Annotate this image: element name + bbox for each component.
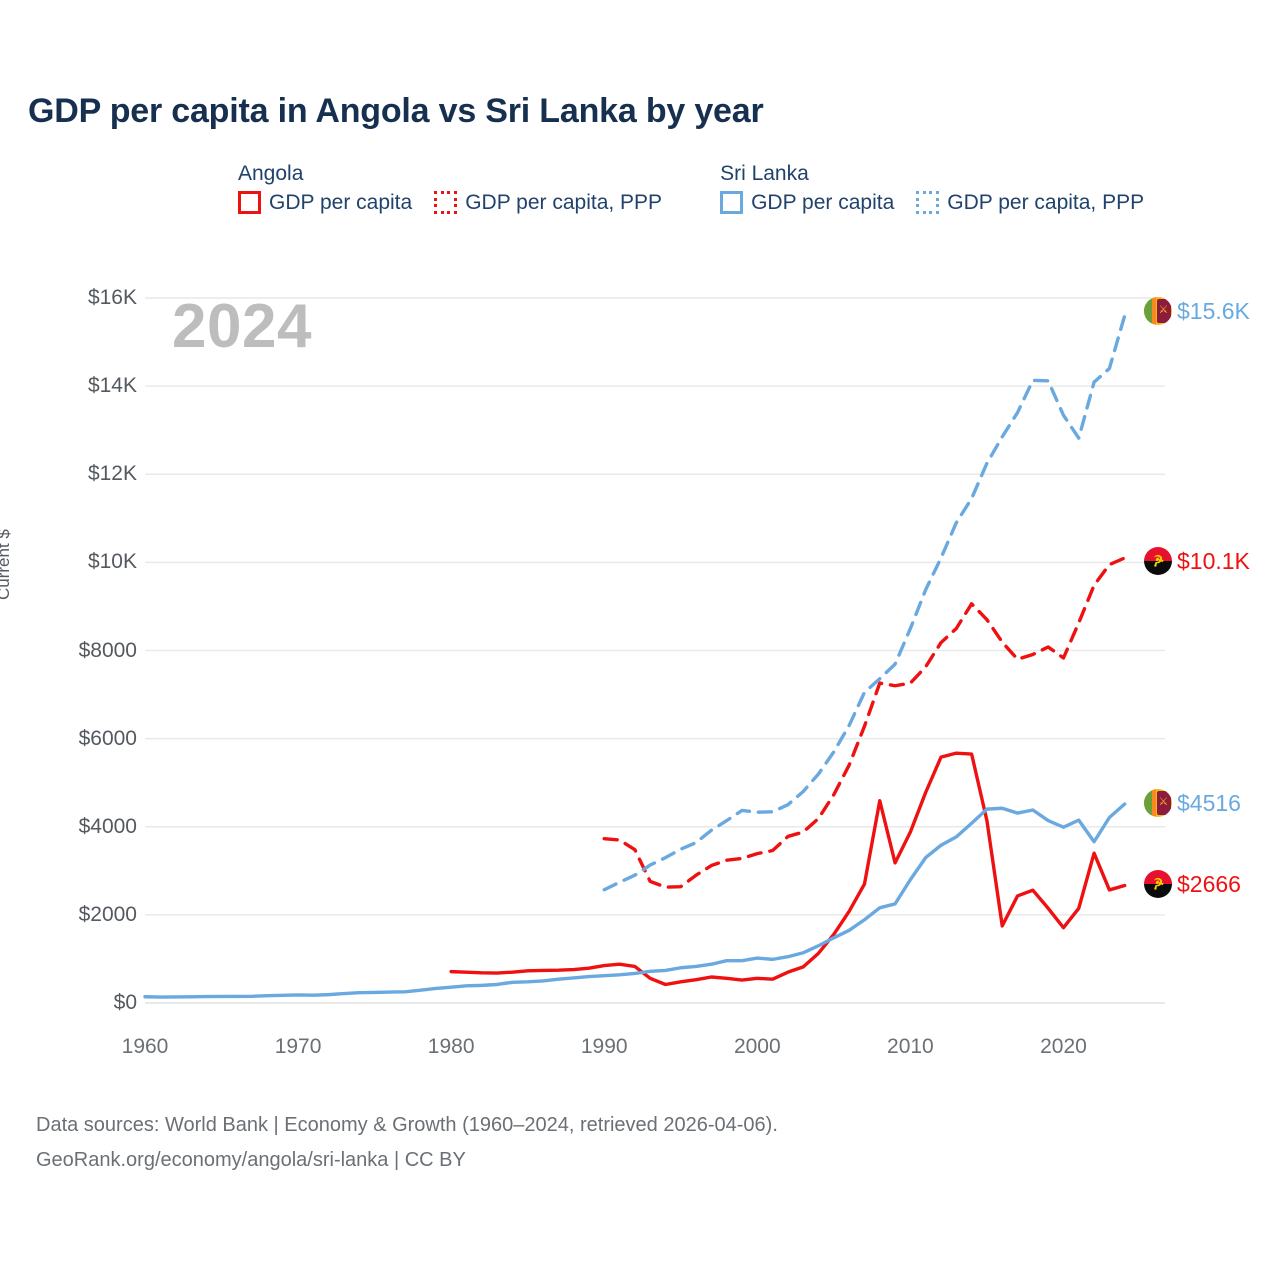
legend-item-sri-lanka-ppp[interactable]: GDP per capita, PPP [916, 191, 1144, 214]
legend-item-angola-ppp[interactable]: GDP per capita, PPP [434, 191, 662, 214]
x-tick-label: 1960 [121, 1035, 169, 1058]
legend-swatch-dotted-icon [434, 191, 458, 214]
sri-lanka-flag-icon: ⚔ [1144, 297, 1172, 325]
sri-lanka-lion-icon: ⚔ [1158, 796, 1169, 809]
sri-lanka-flag-band-g [1144, 789, 1152, 817]
x-tick-label: 2000 [733, 1035, 781, 1058]
end-label-value: $15.6K [1177, 297, 1250, 324]
legend-label-angola-ppp: GDP per capita, PPP [465, 191, 663, 214]
sri-lanka-flag-panel [1156, 791, 1171, 815]
sri-lanka-flag-panel [1156, 299, 1171, 323]
legend-label-angola-gdp: GDP per capita [269, 191, 413, 214]
sri-lanka-flag-icon: ⚔ [1144, 789, 1172, 817]
y-tick-label: $8000 [78, 638, 137, 662]
angola-emblem-icon: ☭ [1149, 873, 1167, 894]
angola-flag-icon: ☭ [1144, 870, 1172, 898]
legend-country-sri-lanka: Sri Lanka [720, 162, 809, 185]
page-title: GDP per capita in Angola vs Sri Lanka by… [28, 92, 764, 130]
end-label-value: $4516 [1177, 789, 1241, 816]
footer-line-sources: Data sources: World Bank | Economy & Gro… [36, 1114, 778, 1136]
x-tick-label: 1970 [274, 1035, 322, 1058]
chart-footer: Data sources: World Bank | Economy & Gro… [36, 1108, 778, 1178]
end-label-value: $10.1K [1177, 547, 1250, 574]
y-tick-label: $2000 [78, 902, 137, 926]
legend-group-angola: Angola GDP per capita GDP per capita, PP… [238, 163, 662, 214]
x-tick-label: 2020 [1040, 1035, 1087, 1058]
y-tick-label: $0 [113, 991, 137, 1014]
legend-item-angola-gdp[interactable]: GDP per capita [238, 191, 412, 214]
x-tick-label: 2010 [887, 1035, 934, 1058]
angola-flag-icon: ☭ [1144, 547, 1172, 575]
sri-lanka-flag-band-o [1151, 789, 1156, 817]
y-tick-label: $12K [87, 462, 137, 486]
sri-lanka-flag-band-g [1144, 297, 1152, 325]
year-watermark: 2024 [172, 292, 312, 361]
footer-line-attribution: GeoRank.org/economy/angola/sri-lanka | C… [36, 1149, 466, 1171]
legend-group-sri-lanka: Sri Lanka GDP per capita GDP per capita,… [720, 163, 1144, 214]
end-label-angola-gdp: ☭ $2666 [1144, 870, 1241, 898]
x-tick-label: 1980 [427, 1035, 475, 1058]
legend-swatch-solid-icon [238, 191, 261, 214]
y-axis-ticks: $0 $2000 $4000 $6000 $8000 $10K $12K $14K $16K [0, 0, 137, 1280]
legend-country-angola: Angola [238, 162, 304, 185]
y-tick-label: $14K [87, 374, 137, 398]
end-label-sri-lanka-gdp: ⚔ $4516 [1144, 789, 1241, 817]
end-label-value: $2666 [1177, 870, 1241, 897]
y-tick-label: $4000 [78, 814, 137, 838]
angola-emblem-icon: ☭ [1149, 550, 1167, 571]
legend-swatch-solid-icon [720, 191, 744, 214]
x-tick-label: 1990 [580, 1035, 628, 1058]
legend-label-sri-lanka-gdp: GDP per capita [751, 191, 895, 214]
sri-lanka-lion-icon: ⚔ [1158, 304, 1169, 317]
y-tick-label: $10K [87, 550, 137, 574]
y-tick-label: $16K [87, 286, 137, 309]
legend-swatch-dotted-icon [916, 191, 940, 214]
end-label-angola-ppp: ☭ $10.1K [1144, 547, 1250, 575]
chart-legend: Angola GDP per capita GDP per capita, PP… [238, 163, 1144, 214]
end-label-sri-lanka-ppp: ⚔ $15.6K [1144, 297, 1250, 325]
sri-lanka-flag-band-o [1151, 297, 1156, 325]
y-tick-label: $6000 [78, 726, 137, 750]
legend-label-sri-lanka-ppp: GDP per capita, PPP [947, 191, 1145, 214]
legend-item-sri-lanka-gdp[interactable]: GDP per capita [720, 191, 894, 214]
